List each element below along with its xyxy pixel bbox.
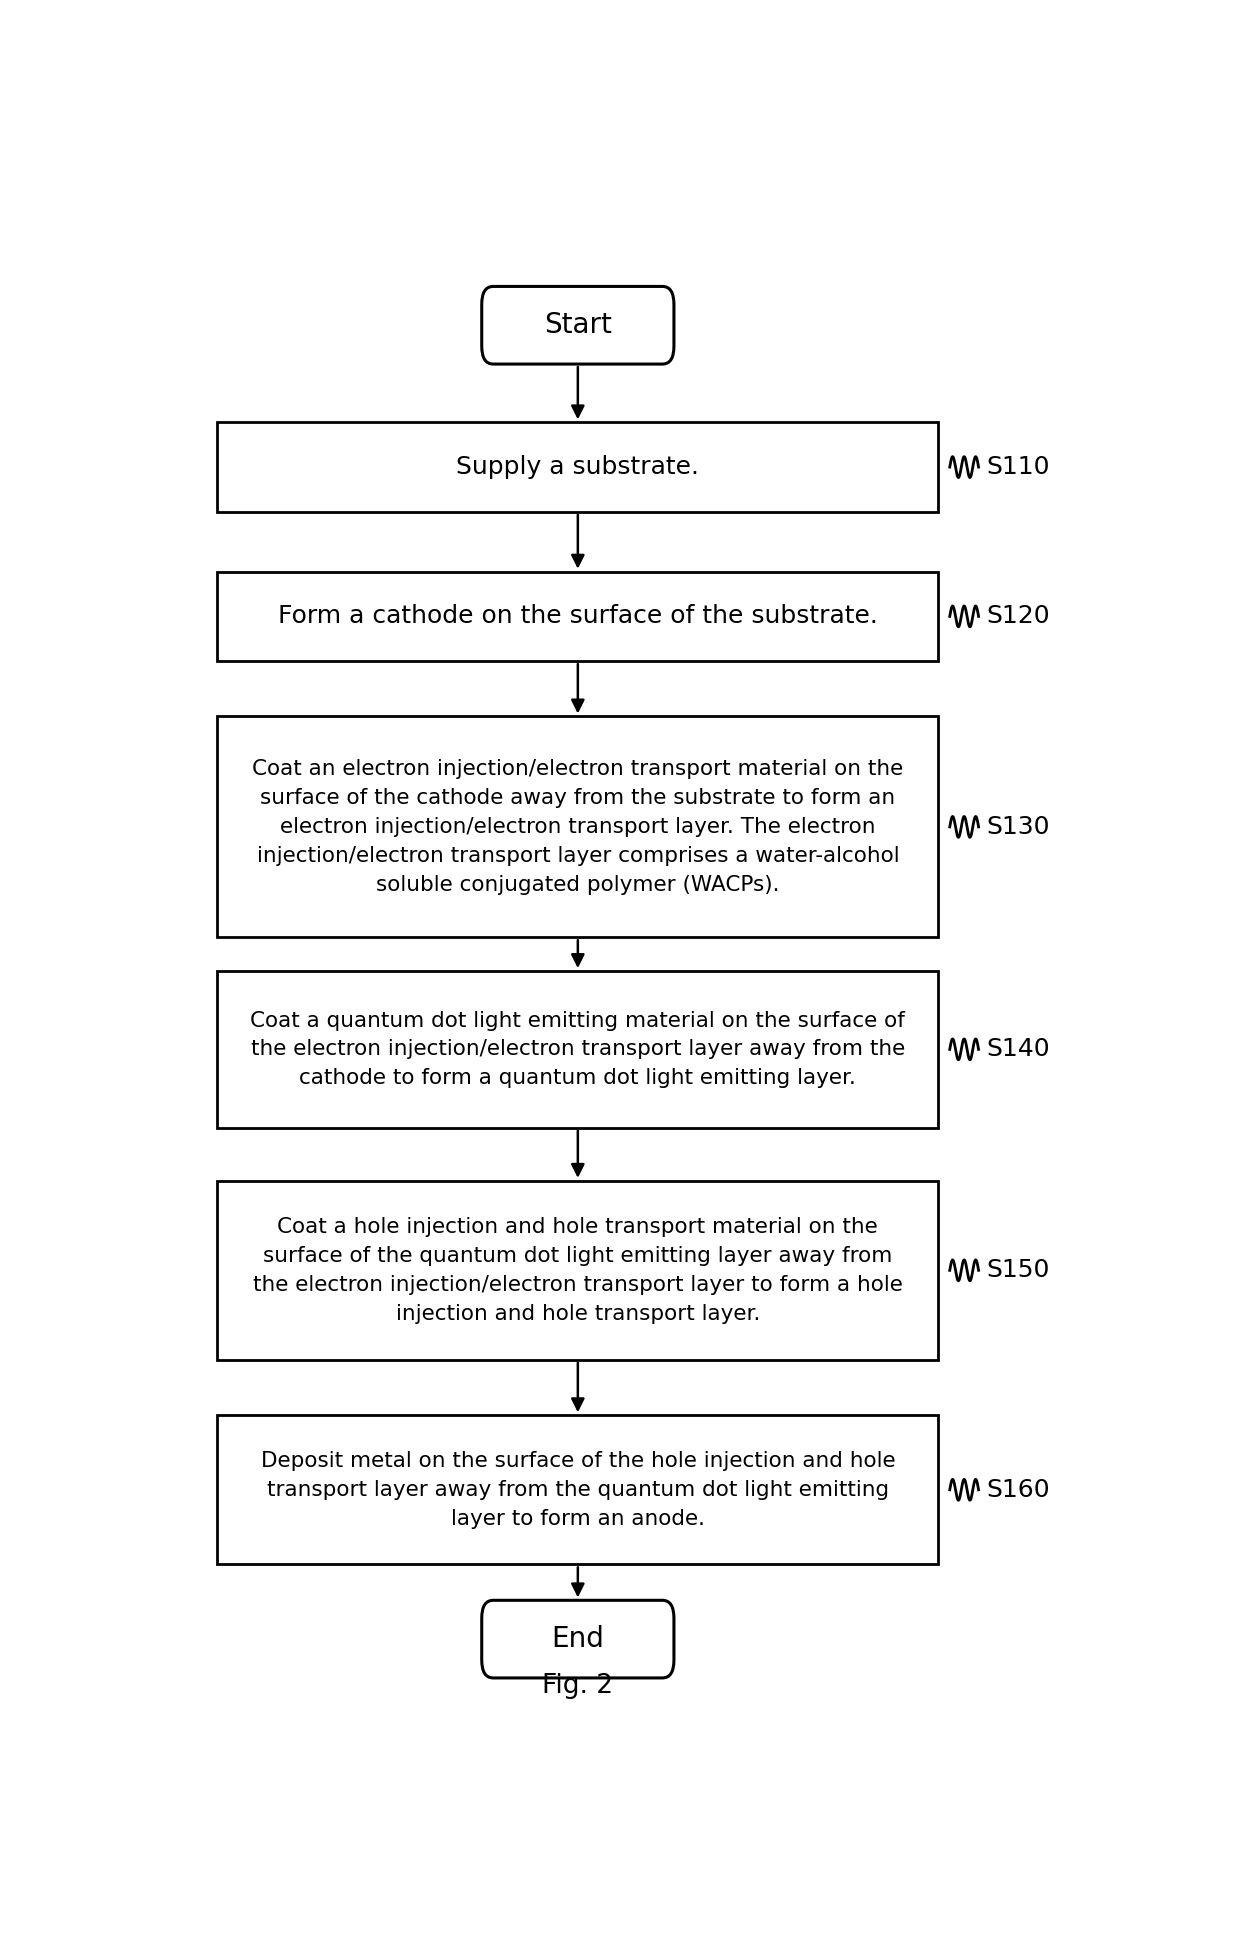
FancyBboxPatch shape <box>481 287 675 365</box>
Text: Start: Start <box>544 312 611 339</box>
Text: Form a cathode on the surface of the substrate.: Form a cathode on the surface of the sub… <box>278 605 878 628</box>
Text: S160: S160 <box>986 1478 1050 1503</box>
FancyBboxPatch shape <box>481 1600 675 1677</box>
Bar <box>217 971 939 1128</box>
Bar <box>217 1415 939 1565</box>
Text: S150: S150 <box>986 1258 1049 1282</box>
Text: Coat a quantum dot light emitting material on the surface of
the electron inject: Coat a quantum dot light emitting materi… <box>250 1010 905 1088</box>
Bar <box>217 715 939 937</box>
Text: S140: S140 <box>986 1037 1050 1061</box>
Text: End: End <box>552 1625 604 1654</box>
Text: S120: S120 <box>986 605 1050 628</box>
Bar <box>217 1181 939 1359</box>
Bar <box>217 423 939 512</box>
Text: S110: S110 <box>986 456 1050 479</box>
Text: Fig. 2: Fig. 2 <box>542 1673 614 1699</box>
Text: Coat a hole injection and hole transport material on the
surface of the quantum : Coat a hole injection and hole transport… <box>253 1218 903 1324</box>
Text: Deposit metal on the surface of the hole injection and hole
transport layer away: Deposit metal on the surface of the hole… <box>260 1450 895 1528</box>
Text: Coat an electron injection/electron transport material on the
surface of the cat: Coat an electron injection/electron tran… <box>252 760 904 894</box>
Text: Supply a substrate.: Supply a substrate. <box>456 456 699 479</box>
Bar <box>217 572 939 661</box>
Text: S130: S130 <box>986 814 1050 840</box>
